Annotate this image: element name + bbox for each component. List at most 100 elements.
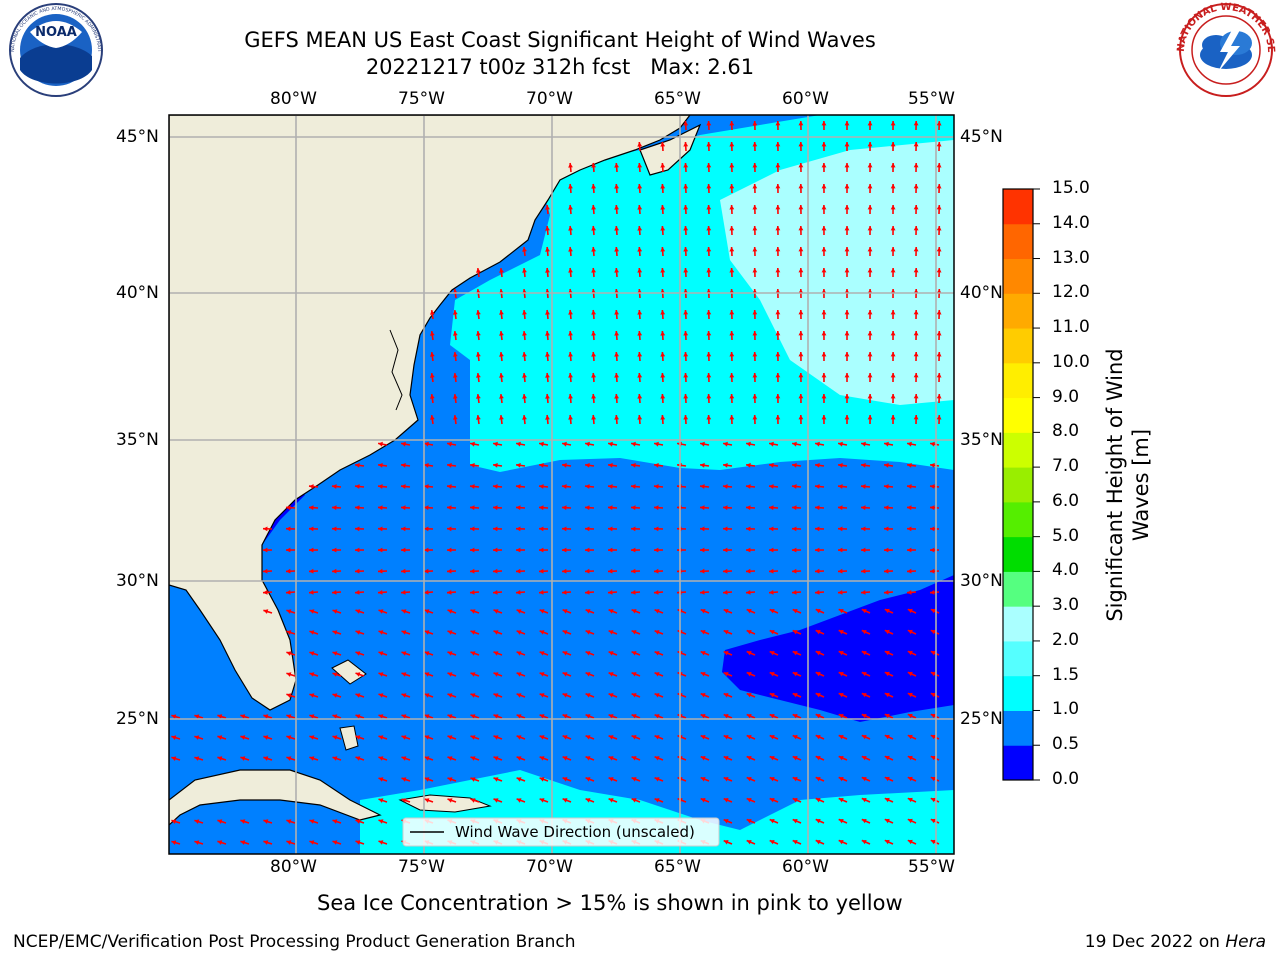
wave-arrow-head xyxy=(447,756,453,761)
wave-arrow-head xyxy=(907,692,913,698)
wave-arrow-head xyxy=(729,142,735,147)
wave-arrow-head xyxy=(585,693,591,698)
wave-arrow-head xyxy=(355,819,361,824)
colorbar-segment xyxy=(1003,640,1033,677)
wave-arrow-head xyxy=(614,415,619,420)
wave-arrow-head xyxy=(683,268,689,273)
wave-arrow-head xyxy=(660,142,666,147)
noaa-logo-text: NOAA xyxy=(35,25,77,40)
wave-arrow-head xyxy=(430,394,435,399)
wave-arrow-head xyxy=(746,693,752,698)
wave-arrow-head xyxy=(539,777,545,782)
wave-arrow-head xyxy=(746,777,752,782)
wave-arrow-head xyxy=(700,651,706,656)
wave-arrow-head xyxy=(637,184,643,189)
wave-arrow-head xyxy=(568,352,573,357)
wave-arrow-head xyxy=(683,163,689,168)
wave-arrow-head xyxy=(660,415,666,420)
wave-arrow-head xyxy=(355,840,361,845)
wave-arrow-head xyxy=(890,142,896,147)
wave-arrow-head xyxy=(240,756,246,761)
wave-arrow-head xyxy=(476,352,481,357)
wave-arrow-head xyxy=(608,630,614,635)
colorbar-tick-label: 11.0 xyxy=(1052,317,1090,338)
colorbar-tick-label: 3.0 xyxy=(1052,595,1080,616)
wave-arrow-head xyxy=(631,756,637,761)
wave-arrow-head xyxy=(447,735,453,740)
wave-arrow-head xyxy=(608,798,614,803)
wave-arrow-head xyxy=(936,373,942,378)
wave-arrow-head xyxy=(683,352,689,357)
wave-arrow-head xyxy=(844,394,850,399)
wave-arrow-head xyxy=(660,373,666,378)
colorbar-tick-label: 4.0 xyxy=(1052,560,1080,581)
wave-arrow-head xyxy=(867,394,873,399)
wave-arrow-head xyxy=(470,526,475,532)
wave-arrow-head xyxy=(936,121,942,126)
wave-arrow-head xyxy=(907,713,913,719)
wave-arrow-head xyxy=(217,735,223,740)
wave-arrow-head xyxy=(637,268,643,273)
wave-arrow-head xyxy=(752,247,758,252)
colorbar-segment xyxy=(1003,467,1033,503)
wave-arrow-head xyxy=(608,590,613,595)
wave-arrow-head xyxy=(861,609,867,614)
wave-arrow-head xyxy=(171,735,177,740)
wave-arrow-head xyxy=(493,798,499,803)
wave-arrow-head xyxy=(907,505,912,511)
colorbar-tick-label: 9.0 xyxy=(1052,386,1080,407)
wave-arrow-head xyxy=(884,505,889,511)
wave-zone-low-east xyxy=(722,575,954,722)
footer-host: Hera xyxy=(1225,932,1266,952)
wave-arrow-head xyxy=(430,373,435,378)
wave-arrow-head xyxy=(769,630,775,635)
wave-arrow-head xyxy=(821,268,827,273)
wave-arrow-head xyxy=(309,756,315,761)
wave-arrow-head xyxy=(568,394,573,399)
wave-arrow-head xyxy=(562,590,567,595)
wave-arrow-head xyxy=(930,629,936,635)
wave-arrow-head xyxy=(798,394,804,399)
wave-arrow-head xyxy=(631,526,636,532)
wave-arrow-head xyxy=(378,590,383,595)
wave-arrow-head xyxy=(355,547,360,553)
wave-arrow-head xyxy=(907,547,912,553)
wave-arrow-head xyxy=(867,373,873,378)
wave-arrow-head xyxy=(447,777,453,782)
wave-arrow-head xyxy=(332,735,338,740)
wave-arrow-head xyxy=(884,568,889,574)
wave-arrow-head xyxy=(516,526,521,532)
wave-arrow-head xyxy=(401,484,406,489)
wave-arrow-head xyxy=(700,714,706,719)
wave-arrow-head xyxy=(798,121,804,126)
wave-arrow-head xyxy=(545,205,550,210)
wave-arrow-head xyxy=(378,463,383,468)
wave-arrow-head xyxy=(913,226,919,231)
wave-arrow-head xyxy=(706,163,712,168)
wave-arrow-head xyxy=(631,484,636,489)
wave-arrow-head xyxy=(568,310,573,315)
wave-arrow-head xyxy=(683,142,689,147)
wave-arrow-head xyxy=(913,142,919,147)
wave-arrow-head xyxy=(585,735,591,740)
wave-arrow-head xyxy=(263,590,268,595)
wave-arrow-head xyxy=(844,268,850,273)
wave-arrow-head xyxy=(631,714,637,719)
wave-arrow-head xyxy=(861,714,867,719)
wave-arrow-head xyxy=(286,735,292,740)
wave-arrow-head xyxy=(516,714,522,719)
wave-arrow-head xyxy=(355,609,361,614)
wave-arrow-head xyxy=(907,671,913,677)
wave-arrow-head xyxy=(608,463,613,468)
wave-arrow-head xyxy=(476,394,481,399)
wave-arrow-head xyxy=(516,735,522,740)
colorbar-segment xyxy=(1003,258,1033,294)
wave-arrow-head xyxy=(930,547,935,553)
wave-arrow-head xyxy=(867,352,873,357)
wave-arrow-head xyxy=(861,484,866,489)
wave-arrow-head xyxy=(332,672,338,677)
wave-arrow-head xyxy=(723,463,728,468)
wave-arrow-head xyxy=(545,226,550,231)
wave-arrow-head xyxy=(723,590,728,595)
